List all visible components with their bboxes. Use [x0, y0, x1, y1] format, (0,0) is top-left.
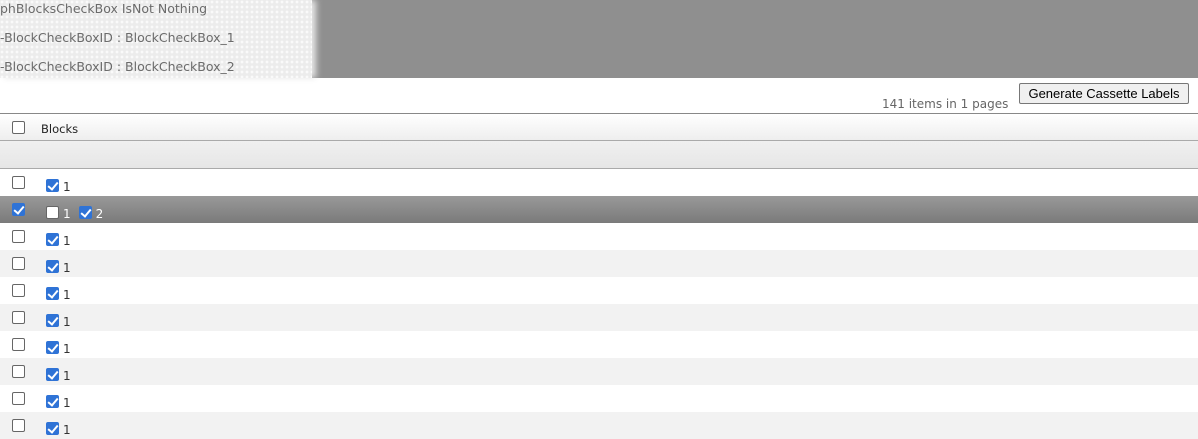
block-checkbox[interactable]: [46, 178, 59, 192]
block-label: 1: [63, 207, 71, 221]
table-row[interactable]: 1: [0, 385, 1198, 412]
pager-info: 141 items in 1 pages: [882, 97, 1009, 111]
block-label: 1: [63, 288, 71, 302]
blocks-cell: 1: [46, 419, 75, 437]
blocks-cell: 1: [46, 176, 75, 194]
debug-line: -BlockCheckBoxID : BlockCheckBox_2: [0, 59, 235, 74]
table-row[interactable]: 1: [0, 277, 1198, 304]
table-row[interactable]: 1: [0, 412, 1198, 439]
select-all-checkbox[interactable]: [12, 121, 25, 134]
block-checkbox[interactable]: [46, 340, 59, 354]
debug-line: phBlocksCheckBox IsNot Nothing: [0, 1, 208, 16]
block-checkbox[interactable]: [46, 313, 59, 327]
block-checkbox[interactable]: [46, 286, 59, 300]
debug-line: -BlockCheckBoxID : BlockCheckBox_1: [0, 30, 235, 45]
block-label: 1: [63, 180, 71, 194]
block-checkbox[interactable]: [78, 205, 92, 219]
table-row[interactable]: 1: [0, 358, 1198, 385]
blocks-cell: 1: [46, 338, 75, 356]
generate-cassette-labels-button[interactable]: Generate Cassette Labels: [1019, 83, 1189, 104]
table-row[interactable]: 1: [0, 169, 1198, 196]
block-label: 1: [63, 342, 71, 356]
row-select-checkbox[interactable]: [12, 284, 25, 297]
block-checkbox[interactable]: [46, 394, 59, 408]
row-select-checkbox[interactable]: [12, 419, 25, 432]
block-checkbox[interactable]: [46, 421, 59, 435]
grid-header: Blocks: [0, 114, 1198, 141]
block-label: 1: [63, 234, 71, 248]
blocks-cell: 1: [46, 311, 75, 329]
row-select-checkbox[interactable]: [12, 230, 25, 243]
row-select-checkbox[interactable]: [12, 392, 25, 405]
block-label: 1: [63, 423, 71, 437]
block-label: 1: [63, 261, 71, 275]
filter-row: [0, 141, 1198, 169]
blocks-cell: 1: [46, 365, 75, 383]
row-select-checkbox[interactable]: [12, 338, 25, 351]
row-select-checkbox[interactable]: [12, 365, 25, 378]
blocks-cell: 1: [46, 284, 75, 302]
column-header-blocks[interactable]: Blocks: [41, 122, 79, 136]
blocks-cell: 1: [46, 257, 75, 275]
block-checkbox[interactable]: [46, 232, 59, 246]
row-select-checkbox[interactable]: [12, 311, 25, 324]
block-label: 2: [95, 207, 104, 221]
block-checkbox[interactable]: [46, 205, 59, 219]
table-row[interactable]: 1: [0, 250, 1198, 277]
row-select-checkbox[interactable]: [12, 257, 25, 270]
table-row[interactable]: 1: [0, 304, 1198, 331]
block-checkbox[interactable]: [46, 259, 59, 273]
table-row[interactable]: 1: [0, 223, 1198, 250]
table-row[interactable]: 1: [0, 331, 1198, 358]
block-label: 1: [63, 315, 71, 329]
blocks-cell: 1: [46, 230, 75, 248]
row-select-checkbox[interactable]: [12, 176, 25, 189]
block-label: 1: [63, 369, 71, 383]
block-checkbox[interactable]: [46, 367, 59, 381]
debug-panel: phBlocksCheckBox IsNot Nothing -BlockChe…: [0, 0, 1198, 78]
block-label: 1: [63, 396, 71, 410]
row-select-checkbox[interactable]: [12, 203, 25, 216]
debug-text-area: phBlocksCheckBox IsNot Nothing -BlockChe…: [0, 0, 312, 78]
blocks-cell: 1: [46, 392, 75, 410]
